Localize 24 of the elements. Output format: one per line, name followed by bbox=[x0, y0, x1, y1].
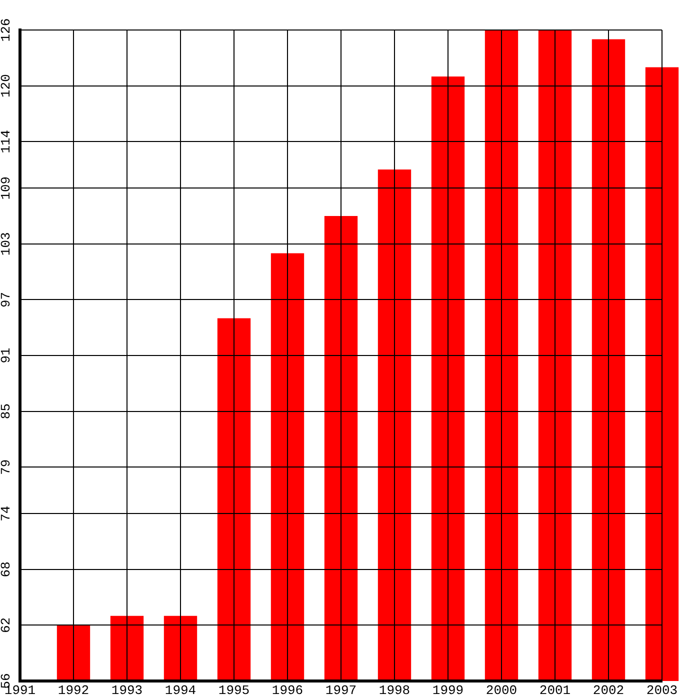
y-tick-label: 120 bbox=[0, 74, 14, 98]
x-tick-label: 2003 bbox=[646, 683, 678, 698]
x-tick-label: 1992 bbox=[58, 683, 90, 698]
y-tick-label: 68 bbox=[0, 562, 14, 578]
x-tick-label: 2001 bbox=[539, 683, 571, 698]
y-tick-label: 91 bbox=[0, 348, 14, 364]
y-tick-label: 79 bbox=[0, 459, 14, 475]
y-tick-label: 109 bbox=[0, 176, 14, 200]
y-tick-label: 85 bbox=[0, 403, 14, 420]
y-tick-label: 103 bbox=[0, 232, 14, 256]
y-tick-label: 126 bbox=[0, 18, 14, 42]
y-tick-label: 114 bbox=[0, 130, 14, 154]
x-tick-label: 1997 bbox=[325, 683, 357, 698]
y-tick-label: 62 bbox=[0, 617, 14, 634]
x-tick-label: 1998 bbox=[378, 683, 410, 698]
x-tick-label: 1996 bbox=[272, 683, 304, 698]
x-tick-label: 1999 bbox=[432, 683, 464, 698]
x-tick-label: 1994 bbox=[164, 683, 196, 698]
x-tick-label: 2002 bbox=[592, 683, 624, 698]
y-tick-label: 97 bbox=[0, 292, 14, 308]
x-tick-label: 1993 bbox=[111, 683, 143, 698]
y-tick-label: 74 bbox=[0, 506, 14, 522]
x-tick-label: 2000 bbox=[486, 683, 518, 698]
x-tick-label: 1995 bbox=[218, 683, 250, 698]
